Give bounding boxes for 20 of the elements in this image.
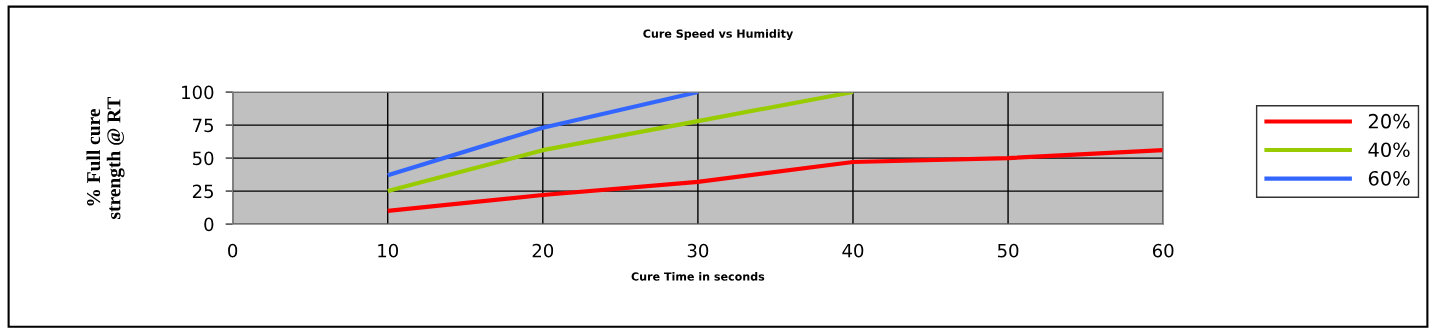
- legend-label: 20%: [1368, 113, 1410, 129]
- y-tick-label: 25: [192, 184, 213, 199]
- chart-title: Cure Speed vs Humidity: [643, 29, 794, 41]
- x-tick-label: 30: [687, 243, 709, 258]
- legend-label: 60%: [1368, 170, 1410, 186]
- legend-label: 40%: [1368, 142, 1410, 158]
- x-tick-label: 50: [997, 243, 1019, 258]
- y-tick-label: 50: [192, 151, 214, 166]
- x-tick-label: 40: [842, 243, 864, 258]
- x-tick-label: 10: [378, 243, 399, 258]
- x-axis-title: Cure Time in seconds: [631, 272, 765, 281]
- y-tick-label: 100: [182, 85, 214, 100]
- x-tick-label: 60: [1152, 243, 1174, 258]
- y-tick-label: 0: [204, 217, 214, 232]
- line-series: [385, 148, 1164, 213]
- y-axis-title: % Full cure strength @ RT: [86, 96, 125, 219]
- y-tick-label: 75: [193, 118, 213, 133]
- x-tick-label: 0: [228, 243, 238, 258]
- x-tick-label: 20: [532, 243, 554, 258]
- line-series: [385, 92, 856, 194]
